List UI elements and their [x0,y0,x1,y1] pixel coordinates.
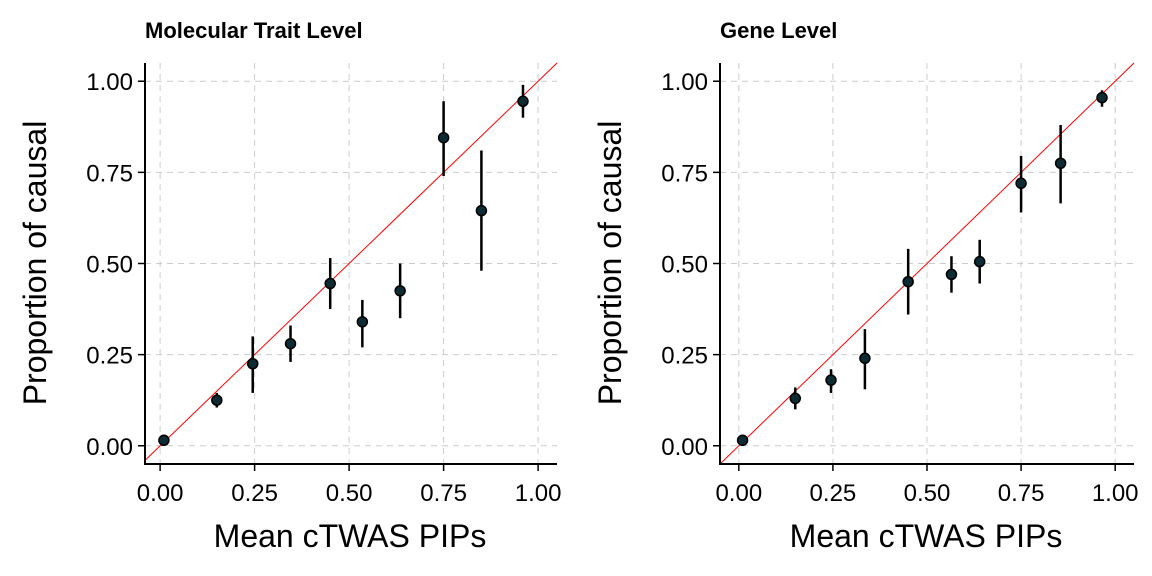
y-tick-label: 0.50 [86,252,133,279]
reference-line [144,62,558,461]
y-tick-label: 0.75 [661,160,708,187]
data-point [517,95,529,108]
panel-molecular-trait-level: Molecular Trait Level Mean cTWAS PIPs Pr… [17,18,561,554]
y-tick-label: 1.00 [661,69,708,96]
y-tick-label: 0.50 [661,252,708,279]
y-tick-label: 0.25 [661,343,708,370]
panel-title: Gene Level [720,18,837,43]
data-point [789,392,802,405]
x-tick-label: 0.00 [715,480,762,507]
data-point [211,394,223,406]
x-axis-label: Mean cTWAS PIPs [790,518,1063,554]
data-point [1054,157,1067,169]
y-tick-label: 0.75 [86,160,133,187]
data-point [1015,177,1027,190]
x-tick-label: 0.75 [998,480,1045,507]
data-point [356,316,369,328]
data-point [945,268,958,281]
y-tick-label: 0.25 [86,343,133,370]
data-point [736,434,749,447]
x-tick-label: 0.50 [326,480,373,507]
grid [720,63,1134,464]
panel-title: Molecular Trait Level [145,18,363,43]
data-point [859,352,871,365]
data-point [902,275,914,288]
y-tick-label: 0.00 [86,434,133,461]
y-tick-label: 0.00 [661,434,708,461]
x-tick-label: 1.00 [1092,480,1139,507]
data-point [825,374,837,386]
data-point [973,255,986,268]
data-point [437,131,450,144]
x-tick-label: 1.00 [515,480,562,507]
x-axis-label: Mean cTWAS PIPs [214,518,487,554]
y-axis-label: Proportion of causal [592,121,628,406]
x-tick-label: 0.25 [810,480,857,507]
data-point [324,277,336,290]
panel-gene-level: Gene Level Mean cTWAS PIPs Proportion of… [592,18,1139,554]
x-tick-label: 0.50 [904,480,951,507]
data-point [284,337,297,350]
y-axis-label: Proportion of causal [17,121,53,406]
x-tick-label: 0.25 [231,480,278,507]
data-point [475,204,488,217]
x-tick-label: 0.75 [420,480,467,507]
data-point [394,285,406,297]
data-point [246,358,259,370]
data-point [1096,91,1108,104]
x-tick-label: 0.00 [137,480,184,507]
reference-line [719,62,1135,465]
data-point [158,434,170,447]
y-tick-label: 1.00 [86,69,133,96]
